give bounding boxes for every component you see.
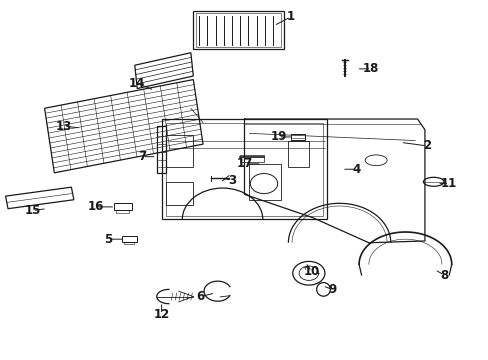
Bar xyxy=(291,134,305,140)
Text: 1: 1 xyxy=(286,10,294,23)
Text: 12: 12 xyxy=(153,308,169,321)
Bar xyxy=(157,126,166,173)
Text: 2: 2 xyxy=(423,139,430,152)
Text: 19: 19 xyxy=(270,130,286,144)
Bar xyxy=(161,119,327,220)
Bar xyxy=(116,211,129,213)
Bar xyxy=(249,164,281,200)
Bar xyxy=(193,12,283,49)
Bar xyxy=(166,135,193,167)
Text: 17: 17 xyxy=(236,157,252,170)
Text: 13: 13 xyxy=(56,120,72,133)
Bar xyxy=(166,123,322,216)
Bar xyxy=(166,182,193,205)
Text: 6: 6 xyxy=(196,290,204,303)
Bar xyxy=(114,203,132,211)
Text: 14: 14 xyxy=(129,77,145,90)
Text: 18: 18 xyxy=(363,62,379,75)
Text: 9: 9 xyxy=(327,283,336,296)
Bar xyxy=(195,13,281,47)
Bar xyxy=(288,140,308,167)
Bar xyxy=(123,242,134,244)
Text: 4: 4 xyxy=(352,163,360,176)
Text: 16: 16 xyxy=(87,201,104,213)
Bar xyxy=(239,155,264,162)
Text: 15: 15 xyxy=(24,204,41,217)
Text: 10: 10 xyxy=(303,265,319,278)
Text: 5: 5 xyxy=(103,233,112,246)
Bar xyxy=(122,236,137,242)
Text: 3: 3 xyxy=(228,174,236,186)
Text: 8: 8 xyxy=(439,269,447,282)
Text: 7: 7 xyxy=(138,150,146,163)
Text: 11: 11 xyxy=(440,177,456,190)
